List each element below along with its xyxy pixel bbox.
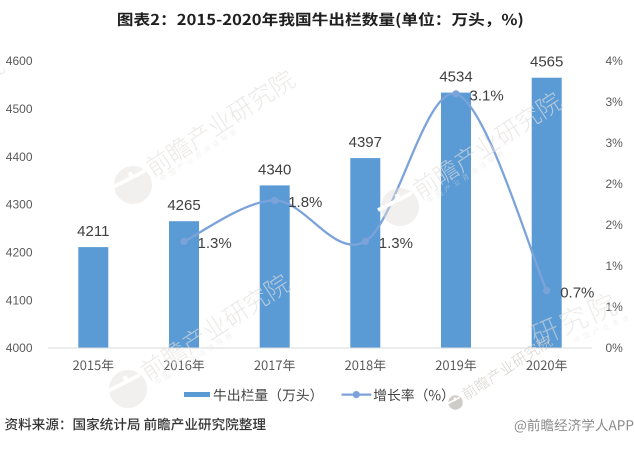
svg-text:4300: 4300 [6,198,33,212]
svg-text:3%: 3% [606,136,624,150]
svg-text:3%: 3% [606,95,624,109]
svg-text:4200: 4200 [6,246,33,260]
svg-text:4500: 4500 [6,102,33,116]
svg-text:4%: 4% [606,54,624,68]
svg-text:2%: 2% [606,177,624,191]
svg-text:1%: 1% [606,300,624,314]
svg-text:4397: 4397 [349,134,382,151]
svg-text:4340: 4340 [258,161,291,178]
svg-text:1.8%: 1.8% [288,194,322,211]
svg-text:4534: 4534 [439,69,472,86]
svg-text:1.3%: 1.3% [379,235,413,252]
svg-text:4600: 4600 [6,54,33,68]
svg-text:1.3%: 1.3% [198,235,232,252]
svg-text:4565: 4565 [530,54,563,71]
svg-text:4400: 4400 [6,150,33,164]
svg-text:4265: 4265 [167,197,200,214]
svg-text:3.1%: 3.1% [470,88,504,105]
svg-text:4211: 4211 [77,223,109,240]
svg-text:4000: 4000 [6,341,33,355]
svg-text:4100: 4100 [6,293,33,307]
svg-text:0%: 0% [606,341,624,355]
svg-text:0.7%: 0.7% [560,284,594,301]
svg-text:1%: 1% [606,259,624,273]
svg-text:2%: 2% [606,218,624,232]
